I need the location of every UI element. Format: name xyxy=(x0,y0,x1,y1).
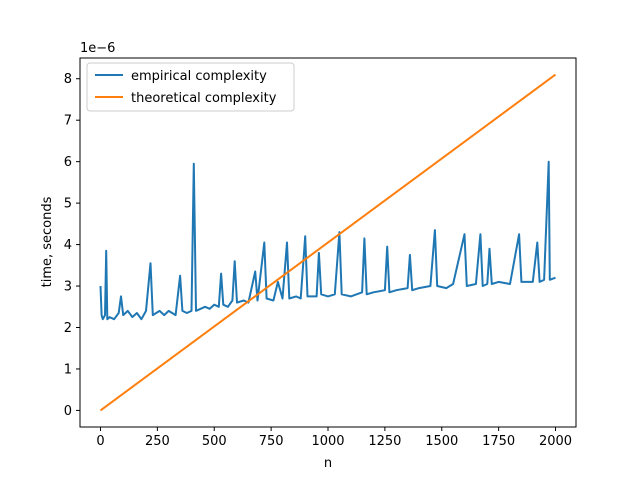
y-tick-label: 0 xyxy=(64,404,72,419)
legend-label-empirical: empirical complexity xyxy=(131,69,267,84)
series-line-theoretical-complexity xyxy=(99,73,557,412)
x-tick-label: 500 xyxy=(202,434,227,449)
y-axis-label: time, seconds xyxy=(40,196,55,287)
y-tick-label: 7 xyxy=(64,114,72,129)
y-tick-label: 4 xyxy=(64,238,72,253)
plot-area xyxy=(99,73,557,412)
x-tick-label: 1250 xyxy=(368,434,401,449)
y-tick-label: 2 xyxy=(64,321,72,336)
x-tick-label: 1000 xyxy=(311,434,344,449)
axis-ticks: 0 250 500 750 1000 1250 1500 1750 2000 0 1 2 3 4 5 6 7 8 xyxy=(64,72,572,449)
x-axis-label: n xyxy=(324,456,332,471)
x-tick-label: 750 xyxy=(259,434,284,449)
y-tick-label: 5 xyxy=(64,197,72,212)
x-tick-label: 2000 xyxy=(539,434,572,449)
x-tick-label: 0 xyxy=(96,434,104,449)
y-offset-label: 1e−6 xyxy=(80,41,115,56)
legend: empirical complexity theoretical complex… xyxy=(86,62,295,112)
series-line-empirical-complexity xyxy=(99,160,556,321)
legend-label-theoretical: theoretical complexity xyxy=(131,91,277,106)
x-tick-label: 1750 xyxy=(482,434,515,449)
x-tick-label: 250 xyxy=(145,434,170,449)
x-tick-label: 1500 xyxy=(425,434,458,449)
y-tick-label: 8 xyxy=(64,72,72,87)
y-tick-label: 1 xyxy=(64,362,72,377)
y-tick-label: 6 xyxy=(64,155,72,170)
y-tick-label: 3 xyxy=(64,280,72,295)
legend-box xyxy=(86,62,295,112)
